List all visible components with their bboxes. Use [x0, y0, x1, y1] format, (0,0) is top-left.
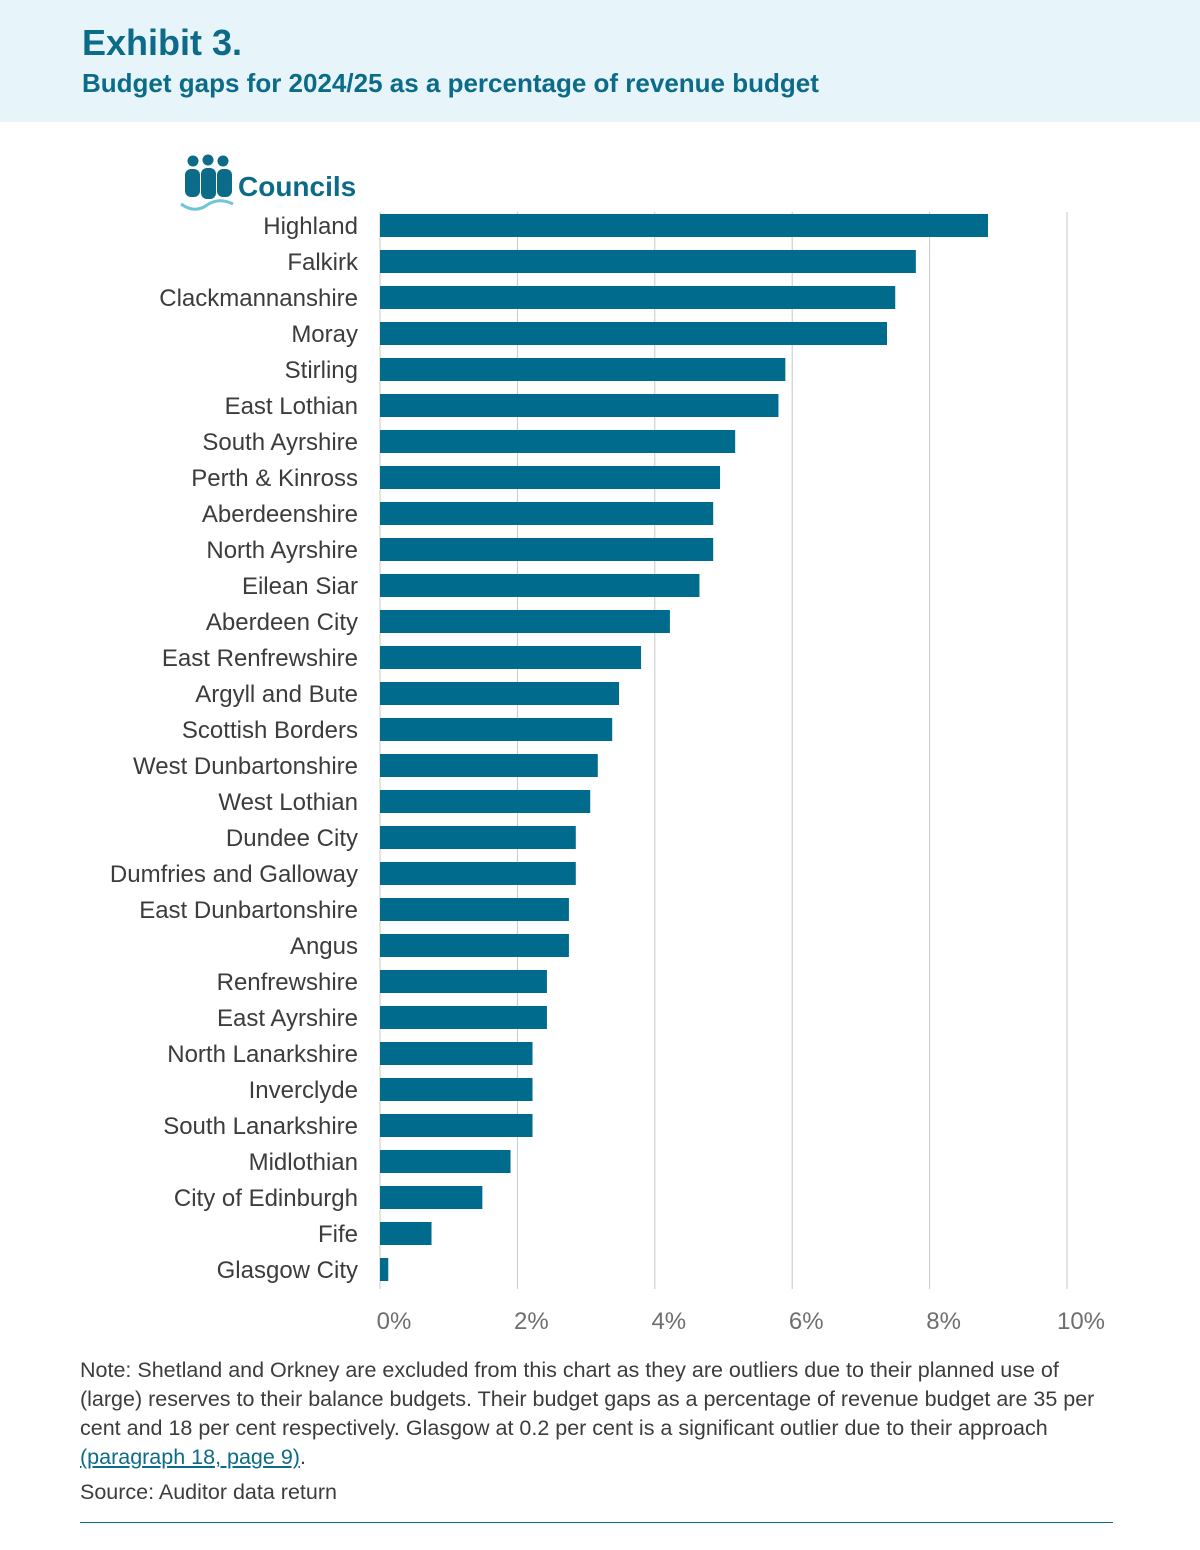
x-tick-label: 0%: [377, 1308, 412, 1335]
exhibit-number: Exhibit 3.: [82, 22, 243, 63]
note-text: Note: Shetland and Orkney are excluded f…: [80, 1358, 1095, 1440]
bar: [380, 1222, 432, 1245]
category-label: Eilean Siar: [242, 573, 358, 600]
bar: [380, 286, 896, 309]
bar: [380, 898, 569, 921]
category-label: North Ayrshire: [206, 537, 358, 564]
category-label: East Lothian: [225, 393, 358, 420]
bar: [380, 718, 613, 741]
category-label: Fife: [318, 1221, 358, 1248]
bar: [380, 646, 642, 669]
category-label: Scottish Borders: [182, 717, 358, 744]
category-label: Highland: [263, 213, 358, 240]
x-tick-label: 4%: [651, 1308, 686, 1335]
bar: [380, 430, 736, 453]
bar: [380, 610, 670, 633]
category-label: Midlothian: [249, 1149, 358, 1176]
gridlines: [379, 212, 1068, 1289]
people-group-icon: [180, 154, 234, 211]
exhibit-header: Exhibit 3. Budget gaps for 2024/25 as a …: [0, 0, 1200, 122]
bar: [380, 574, 700, 597]
chart-note: Note: Shetland and Orkney are excluded f…: [80, 1356, 1120, 1472]
bar: [380, 1114, 533, 1137]
category-label: Angus: [290, 933, 358, 960]
bar-chart: Councils Highland Falkirk Clackmannanshire…: [110, 154, 1105, 1335]
x-tick-label: 8%: [926, 1308, 961, 1335]
exhibit-title: Budget gaps for 2024/25 as a percentage …: [82, 68, 819, 98]
category-label: South Lanarkshire: [163, 1113, 358, 1140]
footer-divider: [80, 1522, 1113, 1523]
bar: [380, 682, 620, 705]
bar: [380, 1258, 389, 1281]
bar: [380, 970, 547, 993]
x-tick-label: 2%: [514, 1308, 549, 1335]
bar: [380, 754, 598, 777]
category-label: West Lothian: [218, 789, 358, 816]
axis-group-label: Councils: [238, 171, 356, 202]
category-label: West Dunbartonshire: [133, 753, 358, 780]
category-label: Stirling: [285, 357, 358, 384]
category-label: Moray: [291, 321, 358, 348]
bar: [380, 538, 714, 561]
bar: [380, 1042, 533, 1065]
category-label: South Ayrshire: [202, 429, 358, 456]
category-label: Perth & Kinross: [191, 465, 358, 492]
bar: [380, 214, 988, 237]
category-label: Inverclyde: [249, 1077, 358, 1104]
category-label: Dundee City: [226, 825, 358, 852]
category-label: Argyll and Bute: [195, 681, 358, 708]
bar: [380, 934, 569, 957]
bar: [380, 322, 888, 345]
bars: [380, 214, 988, 1281]
bar: [380, 250, 916, 273]
category-label: East Dunbartonshire: [139, 897, 358, 924]
category-label: Dumfries and Galloway: [110, 861, 358, 888]
category-labels: Highland Falkirk Clackmannanshire Moray Stir…: [110, 213, 359, 1284]
bar: [380, 790, 591, 813]
category-label: Aberdeenshire: [202, 501, 358, 528]
x-axis-ticks: 0% 2% 4% 6% 8% 10%: [377, 1308, 1105, 1335]
bar: [380, 1150, 511, 1173]
bar: [380, 1078, 533, 1101]
bar: [380, 394, 779, 417]
category-label: East Ayrshire: [217, 1005, 358, 1032]
bar: [380, 358, 786, 381]
x-tick-label: 10%: [1057, 1308, 1105, 1335]
bar: [380, 826, 576, 849]
category-label: East Renfrewshire: [162, 645, 358, 672]
bar: [380, 502, 714, 525]
note-link[interactable]: (paragraph 18, page 9): [80, 1445, 300, 1469]
note-end: .: [299, 1445, 306, 1469]
source-line: Source: Auditor data return: [80, 1480, 337, 1504]
category-label: Clackmannanshire: [159, 285, 358, 312]
bar: [380, 1186, 483, 1209]
category-label: Aberdeen City: [206, 609, 358, 636]
category-label: City of Edinburgh: [174, 1185, 358, 1212]
x-tick-label: 6%: [789, 1308, 824, 1335]
category-label: Renfrewshire: [217, 969, 358, 996]
bar: [380, 862, 576, 885]
category-label: Falkirk: [287, 249, 359, 276]
bar: [380, 1006, 547, 1029]
category-label: Glasgow City: [217, 1257, 358, 1284]
bar: [380, 466, 721, 489]
category-label: North Lanarkshire: [167, 1041, 358, 1068]
